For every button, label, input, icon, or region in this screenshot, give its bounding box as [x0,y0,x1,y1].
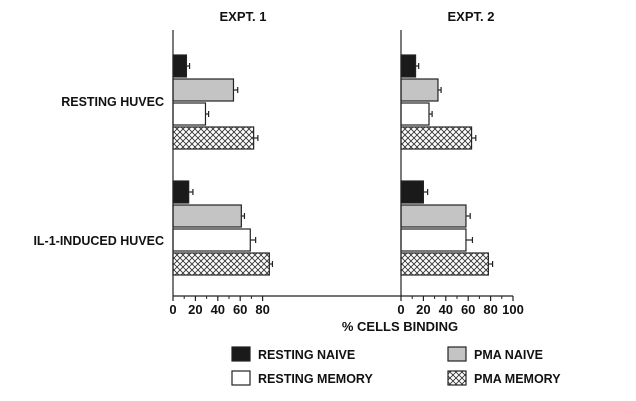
x-axis-title: % CELLS BINDING [342,319,458,334]
bar-resting-memory [400,228,467,252]
bar-pma-memory [172,126,255,150]
bar-pma-memory [400,126,473,150]
bar-resting-naive [172,180,190,204]
legend-item: PMA MEMORY [447,370,561,386]
row-label: RESTING HUVEC [61,95,164,109]
bar-resting-memory [400,102,430,126]
x-tick-label: 100 [502,302,524,317]
bar-resting-naive [400,54,417,78]
legend-swatch [231,346,251,362]
bar-pma-naive [172,204,242,228]
bar-pma-naive [400,78,439,102]
legend-swatch [231,370,251,386]
legend-item: RESTING NAIVE [231,346,355,362]
bar-resting-naive [172,54,188,78]
bar-resting-memory [172,228,251,252]
bar-pma-memory [400,252,489,276]
panel-title: EXPT. 2 [448,9,495,24]
x-tick-label: 80 [483,302,497,317]
bar-pma-naive [172,78,235,102]
legend-swatch [447,370,467,386]
panel-1: EXPT. 1 0 20 40 60 80 [169,9,401,317]
row-label: IL-1-INDUCED HUVEC [33,234,164,248]
legend-swatch [447,346,467,362]
x-tick-label: 60 [461,302,475,317]
bar-pma-memory [172,252,270,276]
bar-resting-naive [400,180,424,204]
x-tick-label: 80 [255,302,269,317]
legend-item: PMA NAIVE [447,346,543,362]
legend-label: RESTING NAIVE [258,348,355,362]
panel-title: EXPT. 1 [220,9,267,24]
panel-2: EXPT. 2 0 20 40 60 80 100 [397,9,523,317]
x-tick-label: 60 [233,302,247,317]
bar-pma-naive [400,204,467,228]
x-tick-label: 40 [211,302,225,317]
legend-label: RESTING MEMORY [258,372,373,386]
x-tick-label: 0 [169,302,176,317]
x-tick-label: 20 [416,302,430,317]
x-tick-label: 40 [439,302,453,317]
bar-resting-memory [172,102,207,126]
x-tick-label: 0 [397,302,404,317]
legend-item: RESTING MEMORY [231,370,373,386]
legend-label: PMA NAIVE [474,348,543,362]
legend-label: PMA MEMORY [474,372,561,386]
x-tick-label: 20 [188,302,202,317]
